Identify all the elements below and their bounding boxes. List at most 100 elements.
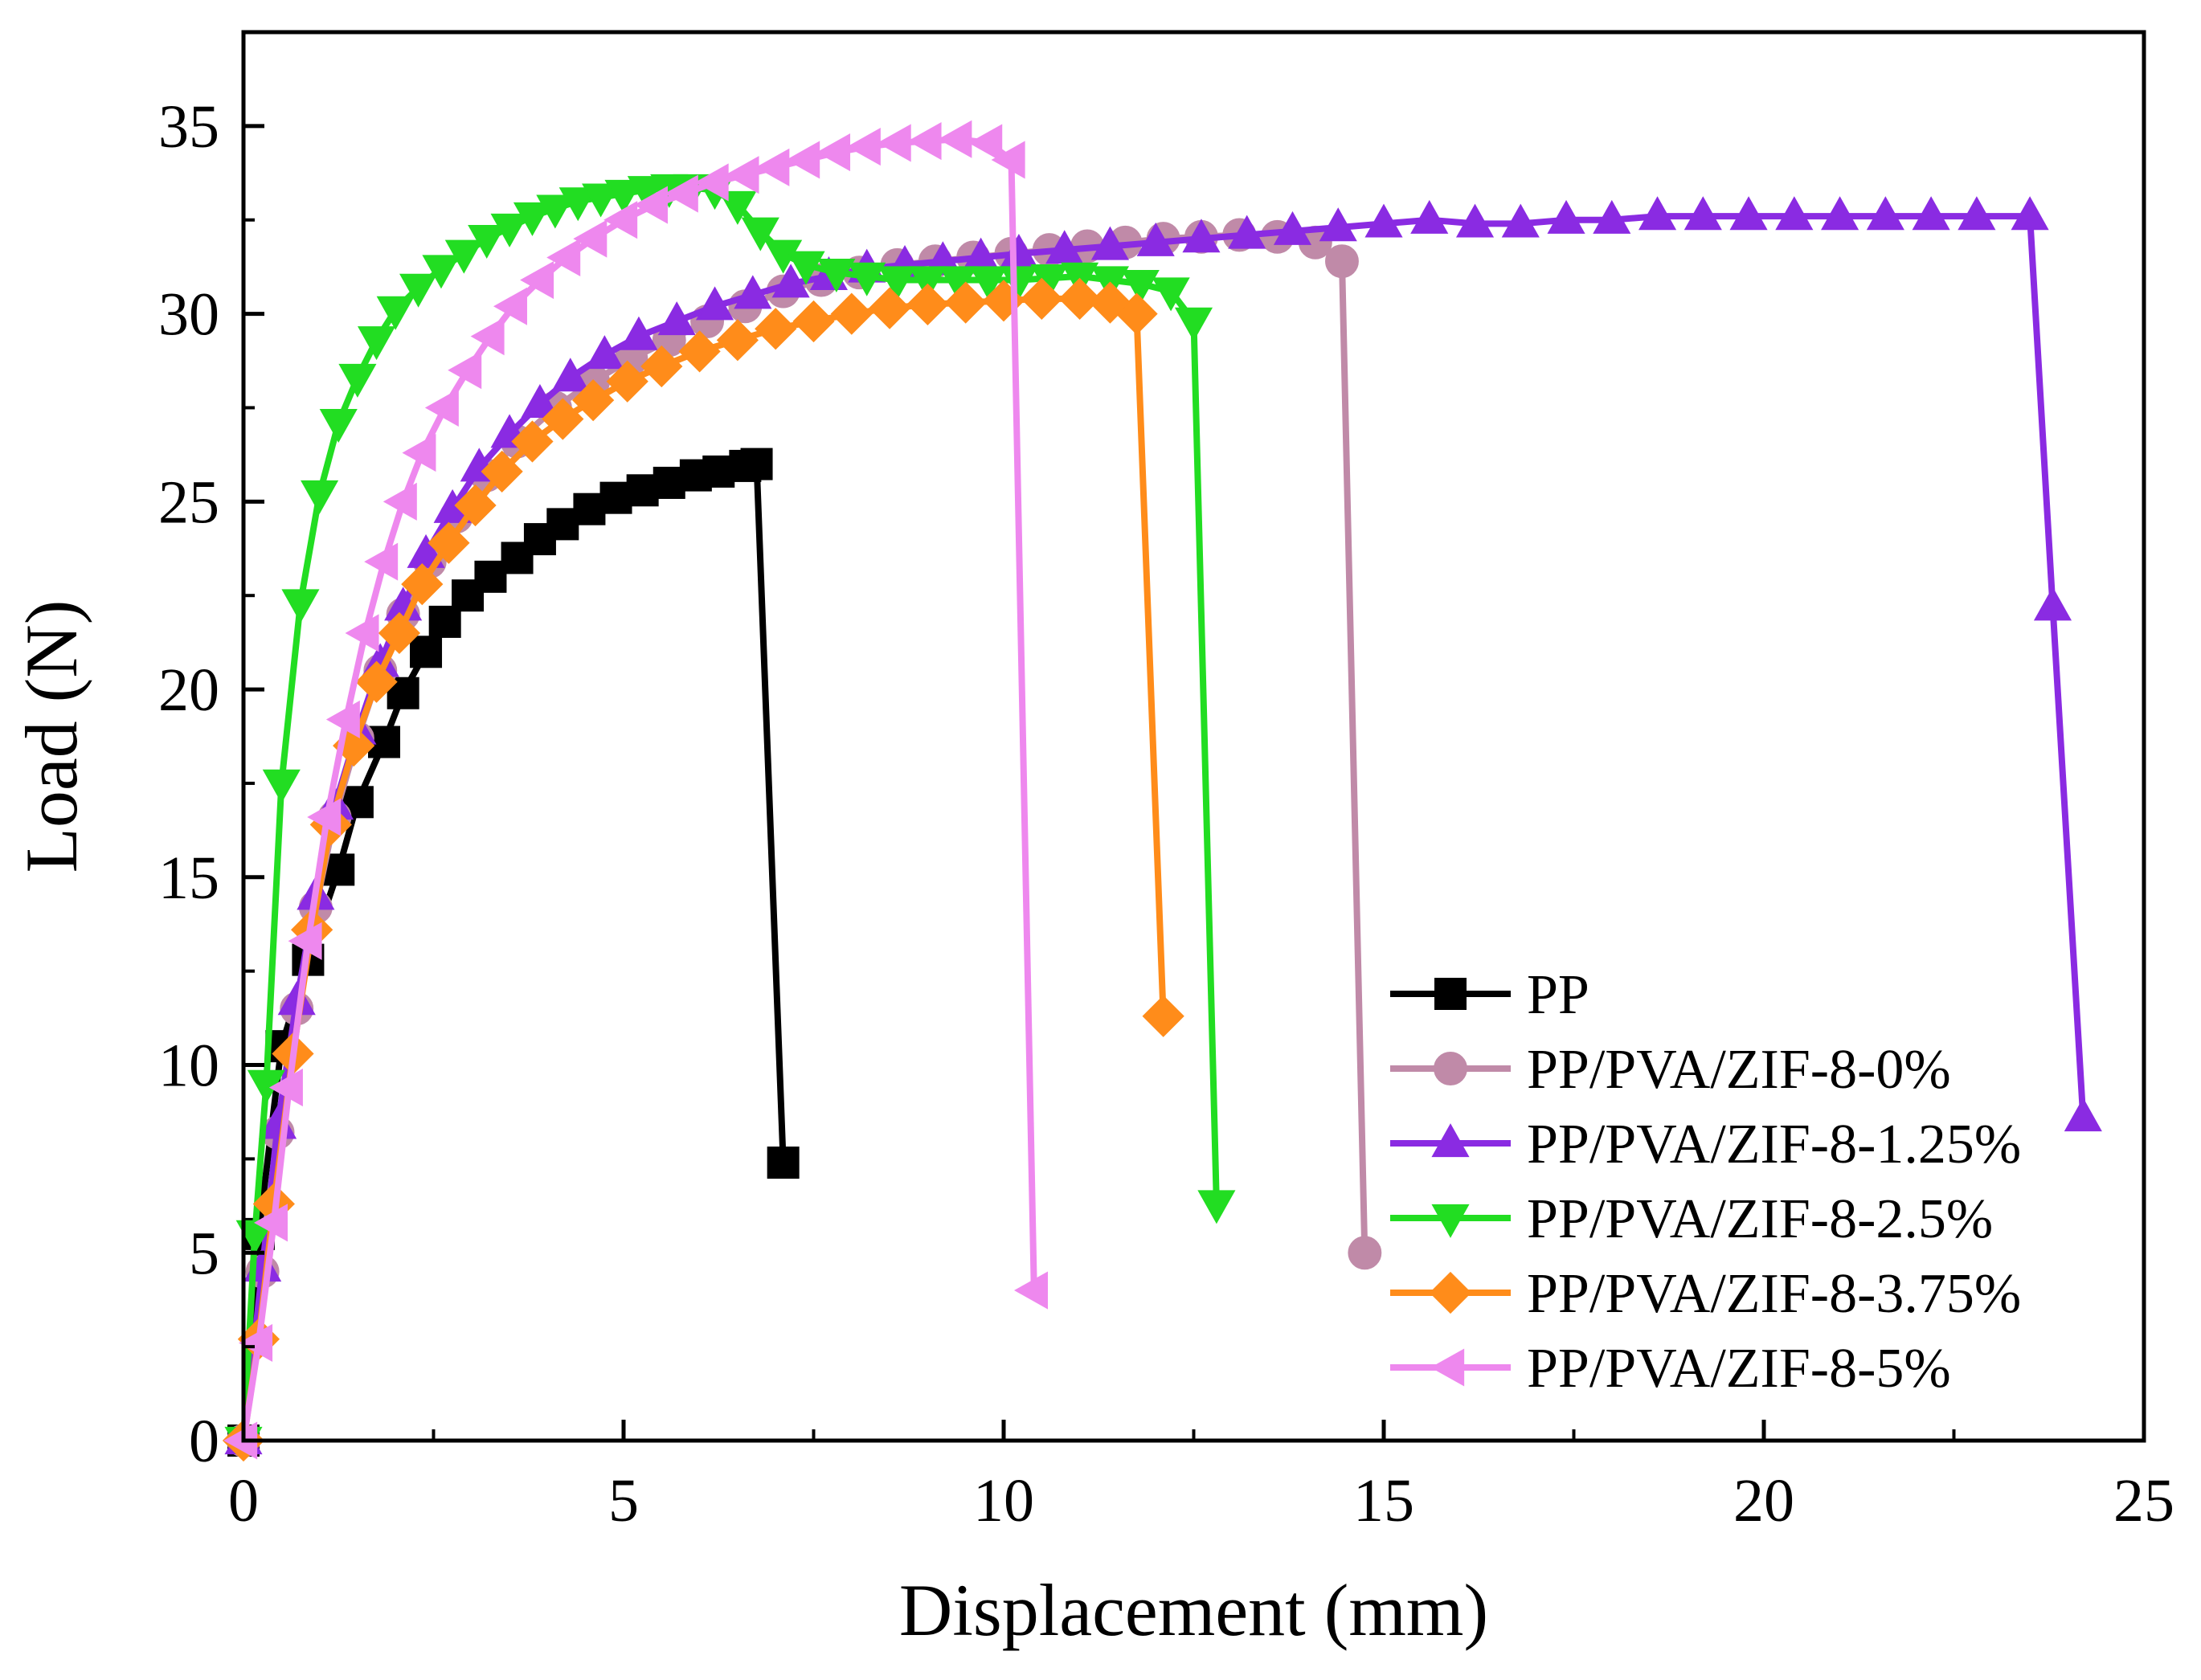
legend-item: PP/PVA/ZIF-8-0% (1390, 1039, 1951, 1101)
data-point (428, 605, 461, 638)
data-point (848, 262, 886, 296)
data-point (620, 316, 658, 350)
data-point (470, 317, 505, 356)
data-point (1958, 196, 1996, 231)
data-point (521, 383, 559, 418)
data-point (640, 345, 683, 388)
data-point (513, 202, 552, 236)
data-point (1325, 244, 1359, 279)
data-point (262, 769, 301, 803)
data-point (422, 255, 460, 289)
data-point (1136, 222, 1175, 256)
data-point (755, 148, 790, 186)
data-point (493, 287, 527, 325)
data-point (939, 266, 977, 300)
data-point (1866, 196, 1904, 231)
y-tick-label: 25 (158, 468, 219, 536)
y-tick-label: 0 (189, 1408, 219, 1475)
series-5 (223, 120, 1048, 1460)
data-point (383, 482, 417, 521)
data-point (734, 275, 772, 309)
x-axis-title: Displacement (mm) (899, 1569, 1488, 1651)
data-point (908, 266, 947, 300)
data-point (1089, 281, 1131, 324)
data-point (604, 179, 643, 214)
data-point (401, 563, 444, 606)
data-point (991, 141, 1025, 179)
legend-marker (1434, 1052, 1467, 1085)
y-tick-label: 15 (158, 844, 219, 912)
data-point (695, 286, 734, 321)
data-point (626, 474, 659, 507)
data-point (481, 450, 523, 493)
legend-item: PP/PVA/ZIF-8-3.75% (1390, 1263, 2021, 1325)
data-point (830, 292, 873, 335)
data-point (1182, 219, 1221, 253)
data-point (907, 122, 942, 161)
data-point (448, 351, 482, 390)
data-point (627, 176, 665, 211)
data-point (520, 260, 554, 300)
data-point (702, 455, 735, 488)
x-tick-label: 25 (2113, 1467, 2174, 1535)
legend-marker (1430, 1348, 1465, 1387)
data-point (1683, 196, 1722, 231)
data-point (268, 1069, 303, 1107)
data-point (603, 201, 638, 239)
data-point (786, 141, 820, 179)
data-point (454, 484, 497, 527)
data-point (1152, 277, 1190, 312)
data-point (877, 124, 911, 162)
data-point (2011, 196, 2049, 231)
data-point (1729, 196, 1768, 231)
data-point (1000, 266, 1038, 300)
legend-label: PP/PVA/ZIF-8-3.75% (1527, 1263, 2021, 1325)
y-tick-label: 10 (158, 1032, 219, 1100)
data-point (678, 330, 721, 373)
legend-marker (1429, 1271, 1472, 1314)
data-point (2033, 587, 2072, 621)
data-point (288, 922, 322, 960)
data-point (325, 700, 360, 739)
data-point (1501, 203, 1540, 238)
data-point (585, 335, 624, 370)
legend-item: PP (1390, 964, 1589, 1026)
y-tick-label: 20 (158, 656, 219, 724)
data-point (536, 194, 575, 229)
data-point (1912, 196, 1950, 231)
data-point (402, 434, 436, 472)
legend-label: PP/PVA/ZIF-8-1.25% (1527, 1114, 2021, 1175)
data-point (355, 660, 398, 703)
data-point (1455, 203, 1495, 238)
data-point (1021, 277, 1063, 321)
legend-label: PP/PVA/ZIF-8-2.5% (1527, 1188, 1993, 1250)
data-point (558, 187, 597, 222)
data-point (319, 409, 358, 444)
data-point (868, 287, 911, 329)
data-point (771, 264, 810, 298)
data-point (376, 296, 415, 330)
legend-marker (1434, 978, 1467, 1010)
data-point (817, 259, 856, 293)
data-point (969, 266, 1008, 300)
data-point (1121, 270, 1160, 305)
data-point (1593, 199, 1631, 234)
data-point (542, 398, 584, 440)
axis-layer: 0 5 10 15 20 25 0 5 10 15 20 25 30 35 (158, 93, 2174, 1535)
data-point (718, 190, 757, 225)
x-tick-label: 15 (1353, 1467, 1414, 1535)
data-point (1013, 1271, 1048, 1310)
data-point (657, 301, 696, 336)
legend-label: PP/PVA/ZIF-8-0% (1527, 1039, 1951, 1101)
x-tick-label: 5 (608, 1467, 639, 1535)
data-point (944, 281, 987, 324)
data-point (1090, 226, 1129, 260)
legend-item: PP/PVA/ZIF-8-2.5% (1390, 1188, 1993, 1250)
data-point (1638, 196, 1677, 231)
data-point (239, 1323, 273, 1363)
data-point (938, 120, 972, 158)
data-point (725, 156, 759, 194)
data-point (1115, 292, 1158, 335)
data-point (792, 300, 835, 343)
series-layer (222, 120, 2102, 1462)
